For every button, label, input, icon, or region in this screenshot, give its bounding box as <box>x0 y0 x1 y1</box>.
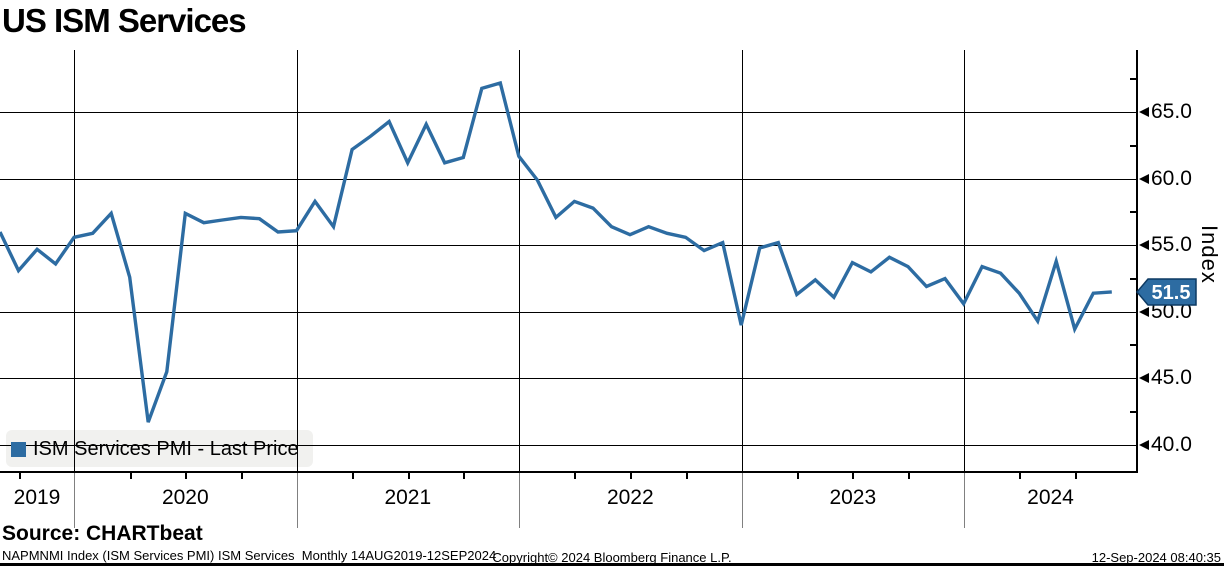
y-tick-label: 60.0 <box>1151 166 1192 190</box>
x-minor-tick <box>185 473 188 479</box>
x-year-label: 2022 <box>606 486 654 509</box>
y-tick-arrow <box>1139 373 1149 384</box>
x-minor-tick <box>240 473 243 479</box>
y-tick-label: 45.0 <box>1151 366 1192 390</box>
legend-marker-swatch <box>11 441 26 457</box>
y-tick-arrow <box>1139 240 1149 251</box>
x-minor-tick <box>407 473 410 479</box>
x-minor-tick <box>908 473 910 479</box>
bottom-border <box>0 563 1224 566</box>
y-minor-tick <box>1130 211 1137 214</box>
page-title: US ISM Services <box>2 2 247 39</box>
y-axis-line <box>1136 50 1138 473</box>
y-tick-label: 65.0 <box>1151 100 1192 124</box>
x-minor-tick <box>685 473 688 479</box>
y-tick-arrow <box>1139 173 1149 184</box>
year-tick-extension <box>74 472 75 528</box>
y-axis-title: Index <box>1197 225 1222 284</box>
x-minor-tick <box>352 473 355 479</box>
year-tick-extension <box>296 472 298 528</box>
gridline-horizontal <box>0 245 1137 247</box>
gridline-horizontal <box>0 112 1137 114</box>
year-tick-extension <box>519 472 520 528</box>
gridline-horizontal <box>0 178 1137 180</box>
x-minor-tick <box>796 473 799 479</box>
gridline-horizontal <box>0 444 1137 446</box>
legend-label: ISM Services PMI - Last Price <box>33 438 299 460</box>
last-price-value: 51.5 <box>1152 282 1191 304</box>
gridline-vertical <box>964 50 965 472</box>
gridline-vertical <box>74 50 75 472</box>
footer-copyright: Copyright© 2024 Bloomberg Finance L.P. <box>492 550 732 565</box>
y-minor-tick <box>1130 277 1137 280</box>
source-line: Source: CHARTbeat <box>2 522 203 545</box>
x-minor-tick <box>574 473 577 479</box>
last-price-tag: 51.5 <box>1136 278 1197 306</box>
footer-timestamp: 12-Sep-2024 08:40:35 <box>1091 550 1221 565</box>
y-minor-tick <box>1130 144 1137 147</box>
x-minor-tick <box>1074 473 1077 479</box>
x-minor-tick <box>18 473 21 479</box>
x-minor-tick <box>852 473 855 479</box>
x-minor-tick <box>463 473 466 479</box>
y-tick-arrow <box>1139 439 1149 450</box>
year-tick-extension <box>964 472 965 528</box>
y-tick-label: 40.0 <box>1151 432 1192 456</box>
x-minor-tick <box>1019 473 1022 479</box>
gridline-vertical <box>741 50 743 472</box>
y-minor-tick <box>1130 344 1137 347</box>
footer-security-description: NAPMNMI Index (ISM Services PMI) ISM Ser… <box>2 548 497 563</box>
gridline-vertical <box>519 50 520 472</box>
year-tick-extension <box>741 472 743 528</box>
gridline-horizontal <box>0 311 1137 313</box>
legend[interactable]: ISM Services PMI - Last Price <box>11 438 299 460</box>
last-price-tag-shape <box>1136 278 1197 306</box>
y-tick-label: 50.0 <box>1151 299 1192 323</box>
x-year-label: 2021 <box>384 486 432 509</box>
y-tick-arrow <box>1139 306 1149 317</box>
x-year-label: 2020 <box>161 486 209 509</box>
gridline-vertical <box>296 50 298 472</box>
x-year-label: 2023 <box>829 486 877 509</box>
pmi-line-series <box>0 80 1112 423</box>
x-year-label: 2019 <box>13 486 61 509</box>
y-minor-tick <box>1130 410 1137 413</box>
x-axis-line <box>0 471 1138 473</box>
x-year-label: 2024 <box>1027 486 1074 509</box>
y-minor-tick <box>1130 78 1137 81</box>
gridline-horizontal <box>0 378 1137 380</box>
y-tick-label: 55.0 <box>1151 233 1192 257</box>
legend-background <box>6 430 313 467</box>
y-tick-arrow <box>1139 107 1149 118</box>
x-minor-tick <box>129 473 132 479</box>
x-minor-tick <box>630 473 632 479</box>
